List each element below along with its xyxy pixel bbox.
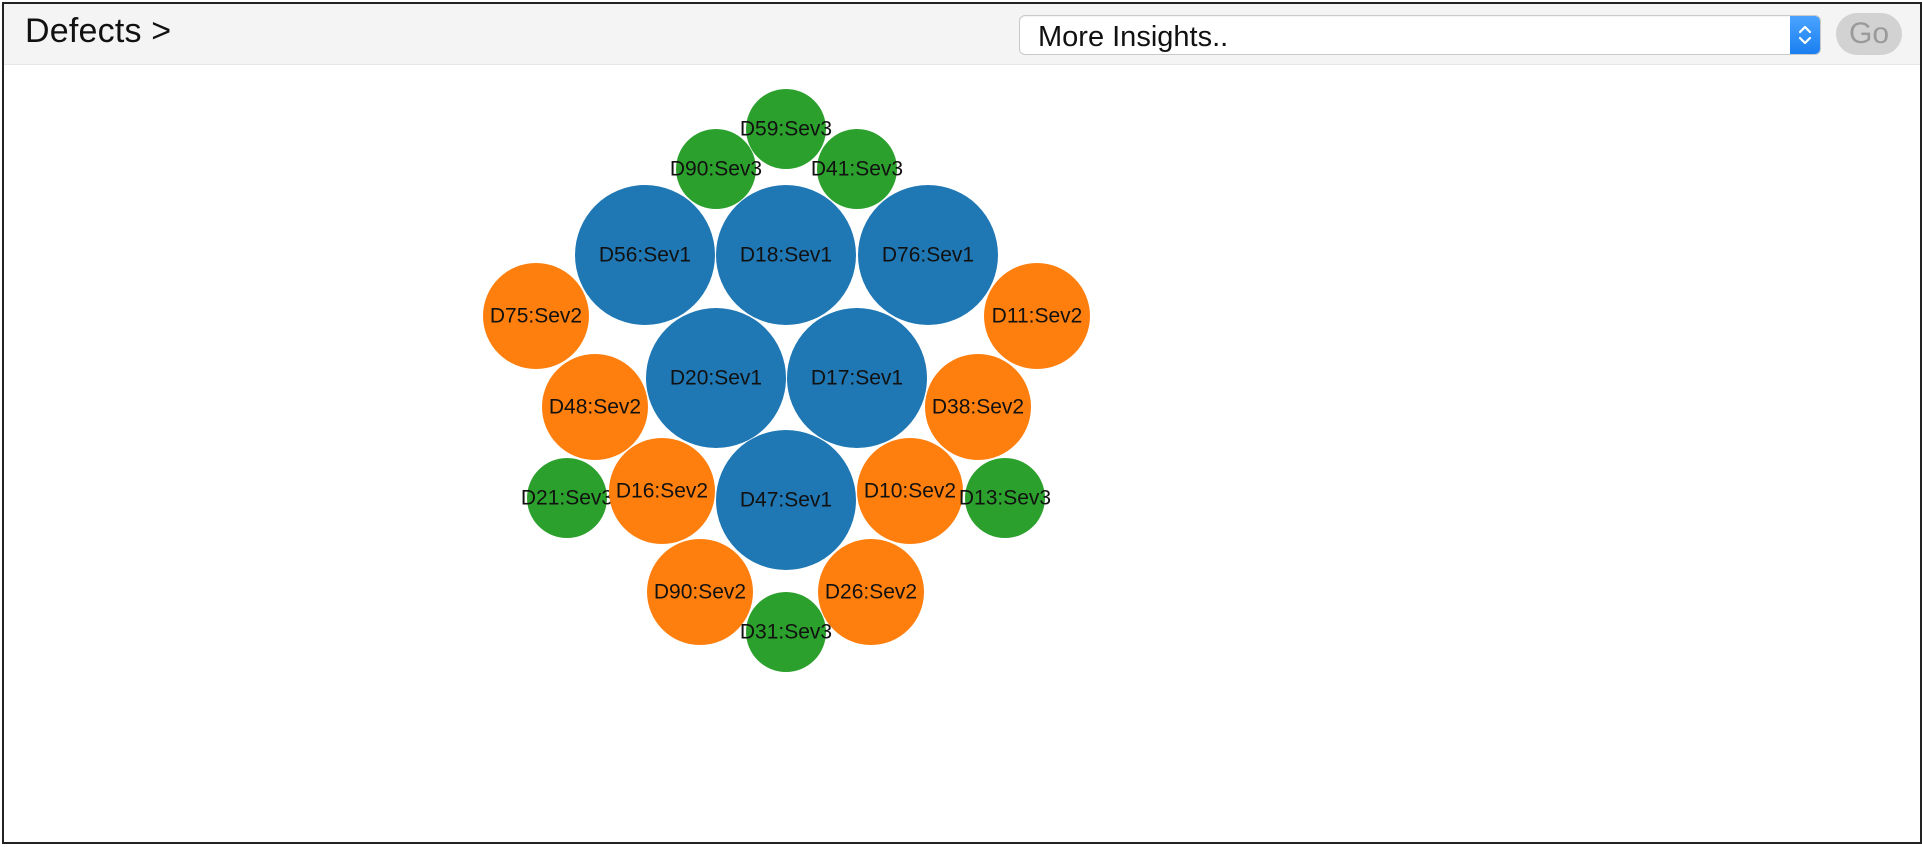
bubble-circle[interactable]	[716, 430, 856, 570]
bubble-circle[interactable]	[787, 308, 927, 448]
insights-select-value: More Insights..	[1038, 21, 1229, 53]
bubble-circle[interactable]	[527, 458, 607, 538]
bubble-circle[interactable]	[965, 458, 1045, 538]
bubble-circle[interactable]	[647, 539, 753, 645]
bubble-label: D31:Sev3	[740, 621, 832, 644]
go-button[interactable]: Go	[1836, 13, 1902, 55]
bubble-circle[interactable]	[646, 308, 786, 448]
bubble-circle[interactable]	[676, 129, 756, 209]
bubble-circle[interactable]	[746, 592, 826, 672]
bubble-label: D48:Sev2	[549, 396, 641, 419]
insights-select[interactable]: More Insights..	[1019, 15, 1821, 55]
bubble-circle[interactable]	[925, 354, 1031, 460]
bubble-circle[interactable]	[857, 438, 963, 544]
bubble-circle[interactable]	[609, 438, 715, 544]
bubble-d56-sev1[interactable]: D56:Sev1	[575, 185, 715, 325]
bubble-d13-sev3[interactable]: D13:Sev3	[959, 458, 1051, 538]
bubble-label: D90:Sev2	[654, 581, 746, 604]
bubble-label: D21:Sev3	[521, 487, 613, 510]
bubble-label: D17:Sev1	[811, 367, 903, 390]
bubble-circle[interactable]	[716, 185, 856, 325]
bubble-label: D41:Sev3	[811, 158, 903, 181]
bubble-d17-sev1[interactable]: D17:Sev1	[787, 308, 927, 448]
bubble-d75-sev2[interactable]: D75:Sev2	[483, 263, 589, 369]
bubble-d41-sev3[interactable]: D41:Sev3	[811, 129, 903, 209]
bubble-label: D20:Sev1	[670, 367, 762, 390]
bubble-label: D90:Sev3	[670, 158, 762, 181]
bubble-label: D16:Sev2	[616, 480, 708, 503]
bubble-chart-svg: D59:Sev3 D90:Sev3 D41:Sev3 D56:Sev1 D18:Sev1…	[483, 89, 1090, 672]
bubble-d76-sev1[interactable]: D76:Sev1	[858, 185, 998, 325]
bubble-d48-sev2[interactable]: D48:Sev2	[542, 354, 648, 460]
bubble-d31-sev3[interactable]: D31:Sev3	[740, 592, 832, 672]
bubble-label: D11:Sev2	[992, 305, 1083, 328]
bubble-circle[interactable]	[483, 263, 589, 369]
bubble-d11-sev2[interactable]: D11:Sev2	[984, 263, 1090, 369]
bubble-label: D56:Sev1	[599, 244, 691, 267]
bubble-d10-sev2[interactable]: D10:Sev2	[857, 438, 963, 544]
bubble-d20-sev1[interactable]: D20:Sev1	[646, 308, 786, 448]
bubble-circle[interactable]	[542, 354, 648, 460]
bubble-d90-sev3[interactable]: D90:Sev3	[670, 129, 762, 209]
updown-chevron-icon[interactable]	[1790, 16, 1820, 54]
bubble-label: D47:Sev1	[740, 489, 832, 512]
bubble-d38-sev2[interactable]: D38:Sev2	[925, 354, 1031, 460]
bubble-d18-sev1[interactable]: D18:Sev1	[716, 185, 856, 325]
defect-bubble-chart: D59:Sev3 D90:Sev3 D41:Sev3 D56:Sev1 D18:Sev1…	[4, 65, 1920, 842]
bubble-d26-sev2[interactable]: D26:Sev2	[818, 539, 924, 645]
bubble-label: D38:Sev2	[932, 396, 1024, 419]
bubble-d90-sev2[interactable]: D90:Sev2	[647, 539, 753, 645]
bubble-d16-sev2[interactable]: D16:Sev2	[609, 438, 715, 544]
bubble-d59-sev3[interactable]: D59:Sev3	[740, 89, 832, 169]
bubble-circle[interactable]	[818, 539, 924, 645]
bubble-label: D76:Sev1	[882, 244, 974, 267]
bubble-circle[interactable]	[984, 263, 1090, 369]
bubble-d47-sev1[interactable]: D47:Sev1	[716, 430, 856, 570]
bubble-label: D26:Sev2	[825, 581, 917, 604]
toolbar: Defects > More Insights.. Go	[4, 4, 1920, 65]
bubble-circle[interactable]	[746, 89, 826, 169]
bubble-label: D59:Sev3	[740, 118, 832, 141]
bubble-label: D10:Sev2	[864, 480, 956, 503]
page-title[interactable]: Defects >	[25, 12, 172, 50]
bubble-circle[interactable]	[817, 129, 897, 209]
bubble-label: D13:Sev3	[959, 487, 1051, 510]
bubble-circle[interactable]	[858, 185, 998, 325]
bubble-circle[interactable]	[575, 185, 715, 325]
bubble-d21-sev3[interactable]: D21:Sev3	[521, 458, 613, 538]
bubble-label: D18:Sev1	[740, 244, 832, 267]
bubble-label: D75:Sev2	[490, 305, 582, 328]
